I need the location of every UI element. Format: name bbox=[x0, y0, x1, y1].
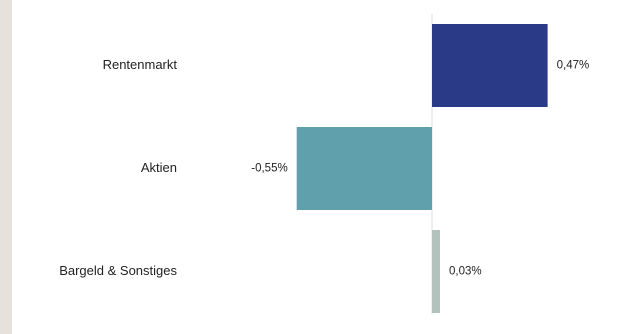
value-label: 0,47% bbox=[557, 60, 590, 72]
bar-chart: Rentenmarkt Aktien Bargeld & Sonstiges 0,4… bbox=[59, 14, 589, 314]
bar-bargeld-sonstiges bbox=[432, 230, 440, 313]
category-label: Bargeld & Sonstiges bbox=[59, 263, 177, 278]
value-label: 0,03% bbox=[449, 266, 482, 278]
bar-aktien bbox=[296, 127, 432, 210]
chart-panel: Rentenmarkt Aktien Bargeld & Sonstiges 0,4… bbox=[12, 0, 631, 334]
value-labels: 0,47% -0,55% 0,03% bbox=[251, 60, 589, 278]
category-label: Rentenmarkt bbox=[103, 57, 178, 72]
category-labels: Rentenmarkt Aktien Bargeld & Sonstiges bbox=[59, 57, 177, 278]
bar-rentenmarkt bbox=[432, 24, 548, 107]
value-label: -0,55% bbox=[251, 163, 287, 175]
category-label: Aktien bbox=[141, 160, 177, 175]
bars bbox=[296, 24, 548, 313]
